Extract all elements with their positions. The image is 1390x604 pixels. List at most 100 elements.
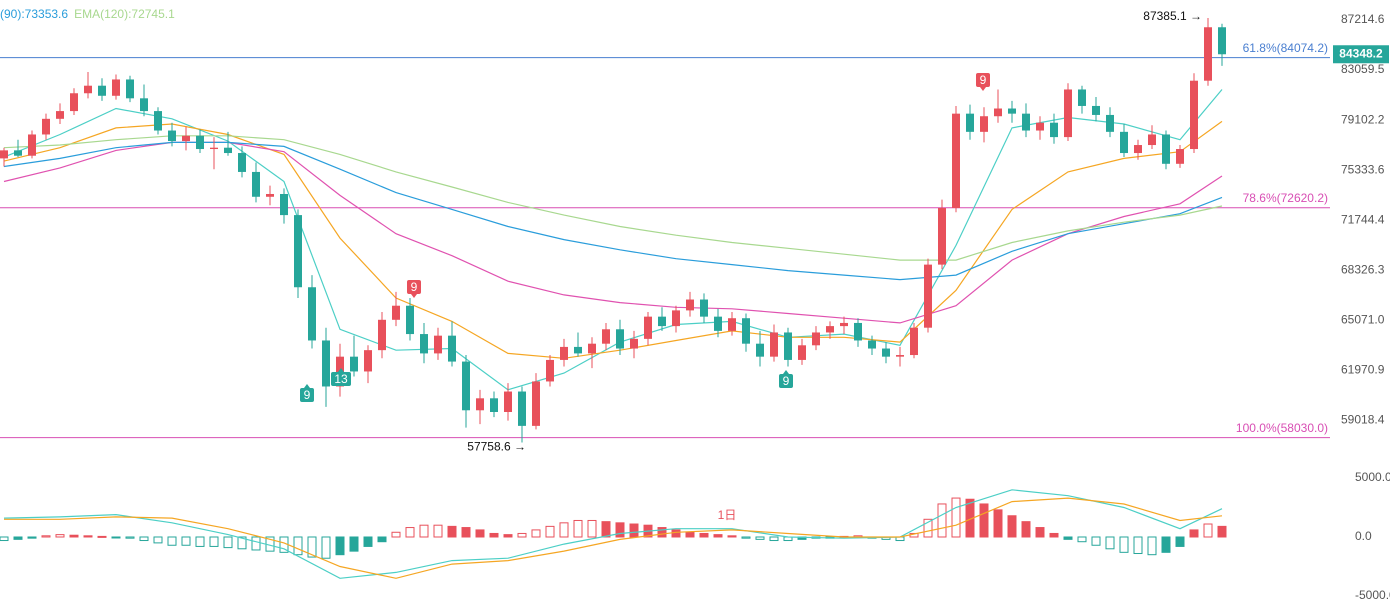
macd-bar: [153, 536, 163, 544]
macd-bar: [1175, 536, 1185, 547]
macd-bar: [979, 503, 989, 538]
macd-bar: [699, 532, 709, 538]
y-tick-label: 0.0: [1355, 529, 1372, 543]
candle-body: [294, 215, 302, 288]
macd-bar: [237, 536, 247, 550]
candle-body: [588, 343, 596, 354]
macd-bar: [1217, 525, 1227, 538]
candle-body: [686, 299, 694, 311]
macd-bar: [755, 536, 765, 540]
ma-line: [3, 89, 1223, 391]
candle-body: [98, 85, 106, 96]
candle-body: [574, 346, 582, 354]
sequence-marker: [976, 73, 990, 87]
candle-body: [952, 113, 960, 209]
macd-bar: [55, 534, 65, 538]
macd-bar: [1021, 521, 1031, 538]
candle-body: [770, 332, 778, 357]
sequence-marker-label: 13: [334, 372, 348, 386]
candle-body: [1050, 122, 1058, 138]
candle-body: [546, 359, 554, 382]
candle-body: [1036, 122, 1044, 131]
marker-pointer: [338, 368, 344, 372]
macd-bar: [181, 536, 191, 546]
macd-bar: [629, 523, 639, 538]
macd-bar: [97, 535, 107, 538]
sequence-marker-label: 9: [783, 374, 790, 388]
macd-bar: [727, 535, 737, 538]
current-price: 84348.2: [1339, 46, 1383, 60]
macd-bar: [111, 536, 121, 539]
macd-bar: [671, 529, 681, 538]
sequence-marker: [779, 374, 793, 388]
macd-bar: [1105, 536, 1115, 550]
candle-body: [728, 318, 736, 331]
candle-body: [532, 381, 540, 426]
macd-bar: [951, 497, 961, 538]
y-tick-label: 61970.9: [1341, 362, 1385, 376]
y-tick-label: 87214.6: [1341, 12, 1385, 26]
low-label: 57758.6 →: [467, 440, 526, 454]
macd-line: [3, 489, 1223, 579]
candle-body: [896, 355, 904, 357]
candle-body: [938, 208, 946, 265]
macd-bar: [517, 532, 527, 538]
candle-body: [350, 356, 358, 372]
candle-body: [0, 150, 8, 159]
ma-lines: [3, 89, 1223, 391]
macd-bar: [27, 536, 37, 539]
candle-body: [266, 193, 274, 197]
macd-bar: [251, 536, 261, 551]
macd-bar: [545, 525, 555, 538]
candle-body: [462, 361, 470, 411]
candle-body: [1162, 134, 1170, 164]
macd-bar: [363, 536, 373, 547]
macd-bar: [601, 521, 611, 538]
y-tick-label: 5000.0: [1355, 470, 1390, 484]
candle-body: [882, 348, 890, 357]
macd-bar: [587, 519, 597, 538]
candle-body: [644, 316, 652, 339]
macd-bar: [293, 536, 303, 556]
candle-body: [126, 79, 134, 99]
fib-label: 78.6%(72620.2): [1243, 191, 1328, 205]
candle-body: [784, 332, 792, 360]
candle-body: [602, 329, 610, 344]
macd-bar: [1189, 529, 1199, 538]
candle-body: [672, 310, 680, 327]
macd-bar: [321, 536, 331, 559]
macd-bar: [685, 531, 695, 538]
sequence-marker-label: 9: [411, 280, 418, 294]
candle-body: [70, 93, 78, 112]
macd-bar: [0, 536, 9, 542]
macd-line: [4, 497, 1223, 579]
ma-line: [3, 135, 1223, 261]
candle-body: [1092, 105, 1100, 115]
macd-bar: [391, 531, 401, 538]
macd-bar: [223, 536, 233, 549]
candle-body: [448, 335, 456, 362]
macd-bar: [741, 536, 751, 539]
macd-bar: [307, 536, 317, 558]
macd-bar: [447, 525, 457, 538]
candle-body: [182, 135, 190, 142]
candle-body: [364, 350, 372, 372]
candle-body: [504, 391, 512, 412]
candle-body: [798, 345, 806, 360]
candle-body: [630, 338, 638, 349]
fib-label: 61.8%(84074.2): [1243, 41, 1328, 55]
candle-body: [742, 318, 750, 344]
macd-bar: [769, 536, 779, 542]
macd-bar: [377, 536, 387, 543]
y-tick-label: 79102.2: [1341, 112, 1385, 126]
macd-bar: [993, 509, 1003, 538]
y-tick-label: 71744.4: [1341, 212, 1385, 226]
candle-body: [434, 335, 442, 354]
candle-body: [924, 264, 932, 328]
candle-body: [812, 332, 820, 346]
macd-bar: [1063, 536, 1073, 540]
candle-body: [322, 340, 330, 387]
marker-pointer: [980, 87, 986, 91]
